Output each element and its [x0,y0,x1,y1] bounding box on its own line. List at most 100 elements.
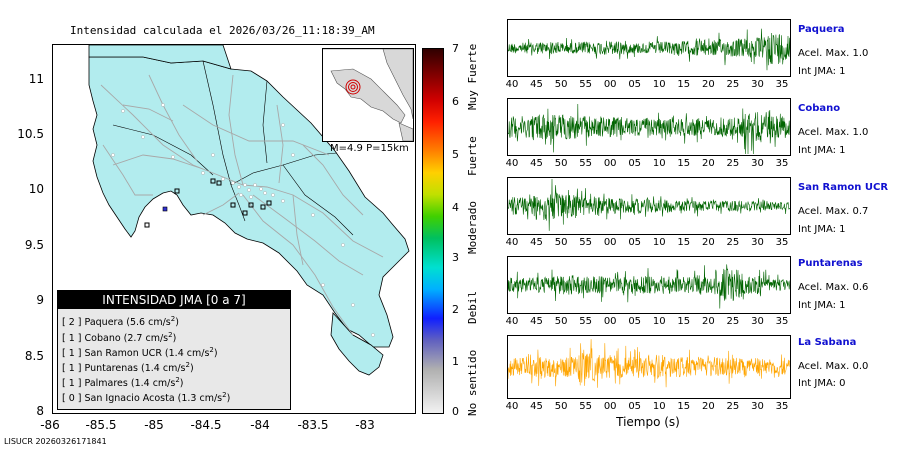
seismogram-panel [507,256,791,314]
legend-item: [ 1 ] Cobano (2.7 cm/s2) [62,331,177,345]
waveform-trace [507,28,791,71]
time-tick: 30 [751,316,764,327]
station-accel: Acel. Max. 0.0 [798,361,869,372]
land-north [88,45,232,70]
time-ticks: 40 45 50 55 00 05 10 15 20 25 30 35 [506,158,791,170]
inset-land-south [398,122,414,142]
colorbar-category: Debil [466,290,479,324]
time-tick: 45 [530,237,543,248]
x-tick: -85.5 [85,418,117,432]
station-marker [248,202,254,208]
x-axis-title: Tiempo (s) [616,415,680,429]
map-title: Intensidad calculada el 2026/03/26_11:18… [70,24,375,37]
time-tick: 30 [751,237,764,248]
station-jma: Int JMA: 1 [798,66,846,77]
time-tick: 25 [726,237,740,248]
station-name: La Sabana [798,337,857,348]
inset-location-map [322,48,414,142]
time-tick: 40 [505,237,519,248]
time-tick: 35 [775,401,789,412]
legend-item: [ 1 ] Palmares (1.4 cm/s2) [62,376,184,390]
station-marker [242,210,248,216]
inset-svg [323,48,414,142]
land-osa [330,312,384,376]
colorbar-tick: 0 [452,405,459,418]
time-tick: 30 [751,158,764,169]
seismogram-panel [507,19,791,77]
y-tick: 8.5 [24,349,44,363]
waveform-trace [507,103,791,155]
time-ticks: 40 45 50 55 00 05 10 15 20 25 30 35 [506,316,791,328]
time-tick: 15 [677,237,691,248]
town-markers [111,103,375,337]
y-tick: 9.5 [24,238,44,252]
province-boundaries [112,60,354,236]
time-tick: 20 [702,401,715,412]
x-tick: -85 [144,418,164,432]
station-name: Puntarenas [798,258,863,269]
x-tick: -83 [355,418,375,432]
station-marker [210,178,216,184]
waveform-trace [507,339,791,388]
time-tick: 35 [775,237,789,248]
time-tick: 05 [628,237,642,248]
seismogram-svg [507,339,791,388]
y-tick: 10.5 [17,127,44,141]
costa-rica-map [88,45,410,376]
time-tick: 05 [628,79,642,90]
time-tick: 05 [628,158,642,169]
time-tick: 00 [603,401,617,412]
station-markers [144,178,272,228]
time-tick: 20 [702,237,715,248]
time-tick: 05 [628,316,642,327]
inset-land [330,68,406,124]
time-tick: 15 [677,79,691,90]
time-tick: 30 [751,401,764,412]
time-tick: 10 [652,158,666,169]
time-tick: 10 [652,316,666,327]
colorbar-tick: 4 [452,201,459,214]
inset-label: M=4.9 P=15km [330,143,409,154]
time-tick: 50 [554,401,568,412]
time-tick: 35 [775,316,789,327]
station-jma: Int JMA: 1 [798,145,846,156]
legend-title: INTENSIDAD JMA [0 a 7] [58,291,290,309]
road-network [100,74,384,336]
time-tick: 50 [554,316,568,327]
station-name: Cobano [798,103,841,114]
seismogram-panel [507,335,791,399]
time-tick: 40 [505,401,519,412]
station-accel: Acel. Max. 0.6 [798,282,869,293]
station-marker [260,204,266,210]
time-tick: 15 [677,316,691,327]
station-marker [230,202,236,208]
colorbar-tick: 7 [452,42,459,55]
station-marker [144,222,150,228]
station-marker [266,200,272,206]
y-tick: 9 [36,293,44,307]
colorbar-category: Muy Fuerte [466,43,479,110]
time-tick: 15 [677,158,691,169]
legend-item: [ 0 ] San Ignacio Acosta (1.3 cm/s2) [62,391,231,405]
time-ticks: 40 45 50 55 00 05 10 15 20 25 30 35 [505,79,791,91]
x-tick: -83.5 [297,418,329,432]
seismogram-panel [507,98,791,156]
time-tick: 20 [702,158,715,169]
legend-item: [ 1 ] San Ramon UCR (1.4 cm/s2) [62,346,218,360]
time-tick: 55 [579,79,592,90]
y-tick: 11 [28,72,44,86]
intensity-legend: INTENSIDAD JMA [0 a 7] [ 2 ] Paquera (5.… [57,290,291,410]
time-tick: 00 [603,237,617,248]
time-tick: 15 [677,401,691,412]
colorbar-category: Fuerte [466,136,479,176]
time-tick: 20 [702,79,715,90]
x-tick: -86 [40,418,60,432]
time-tick: 00 [603,158,617,169]
station-marker [216,180,222,186]
time-ticks: 40 45 50 55 00 05 10 15 20 25 30 35 [505,237,791,249]
time-tick: 40 [505,79,519,90]
station-accel: Acel. Max. 1.0 [798,48,869,59]
station-name: San Ramon UCR [798,182,889,193]
time-tick: 35 [775,79,789,90]
time-tick: 10 [652,237,666,248]
